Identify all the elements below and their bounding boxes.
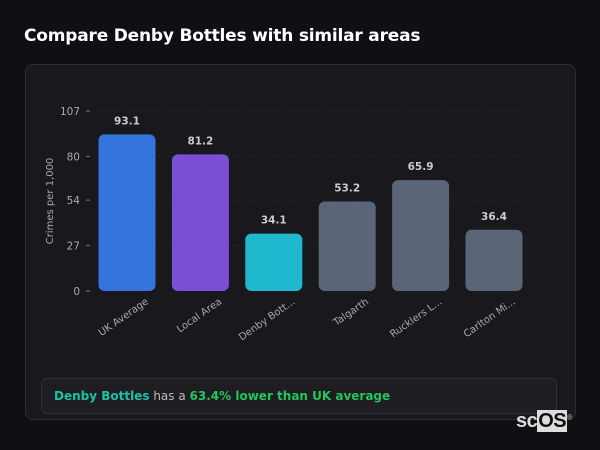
summary-box: Denby Bottles has a 63.4% lower than UK … bbox=[41, 378, 557, 414]
bar bbox=[318, 201, 376, 291]
data-label: 34.1 bbox=[261, 215, 287, 227]
x-tick-label: Rucklers L... bbox=[388, 296, 444, 340]
bar bbox=[171, 154, 229, 291]
y-axis-label: Crimes per 1,000 bbox=[45, 158, 56, 245]
data-label: 53.2 bbox=[334, 183, 360, 195]
summary-area: Denby Bottles bbox=[54, 389, 150, 403]
summary-connector: has a bbox=[153, 389, 186, 403]
y-tick-label: 80 bbox=[67, 151, 80, 163]
x-tick-label: Talgarth bbox=[331, 296, 371, 329]
y-tick-label: 27 bbox=[67, 241, 80, 253]
x-tick-label: Local Area bbox=[175, 296, 224, 335]
scos-logo: scOS® bbox=[516, 410, 572, 432]
x-tick-label: Carlton Mi... bbox=[462, 296, 518, 340]
summary-result: 63.4% lower than UK average bbox=[189, 389, 391, 403]
page-title: Compare Denby Bottles with similar areas bbox=[24, 26, 421, 46]
data-label: 65.9 bbox=[408, 161, 434, 173]
y-tick-label: 0 bbox=[73, 286, 80, 298]
x-tick-label: UK Average bbox=[97, 296, 151, 338]
bar bbox=[392, 180, 450, 291]
data-label: 93.1 bbox=[114, 115, 140, 127]
bar bbox=[245, 233, 303, 291]
data-label: 36.4 bbox=[481, 211, 507, 223]
data-label: 81.2 bbox=[187, 135, 213, 147]
bar bbox=[465, 229, 523, 291]
bar bbox=[98, 134, 156, 291]
y-tick-label: 107 bbox=[60, 106, 80, 118]
x-tick-label: Denby Bott... bbox=[237, 296, 297, 343]
y-tick-label: 54 bbox=[67, 195, 81, 207]
